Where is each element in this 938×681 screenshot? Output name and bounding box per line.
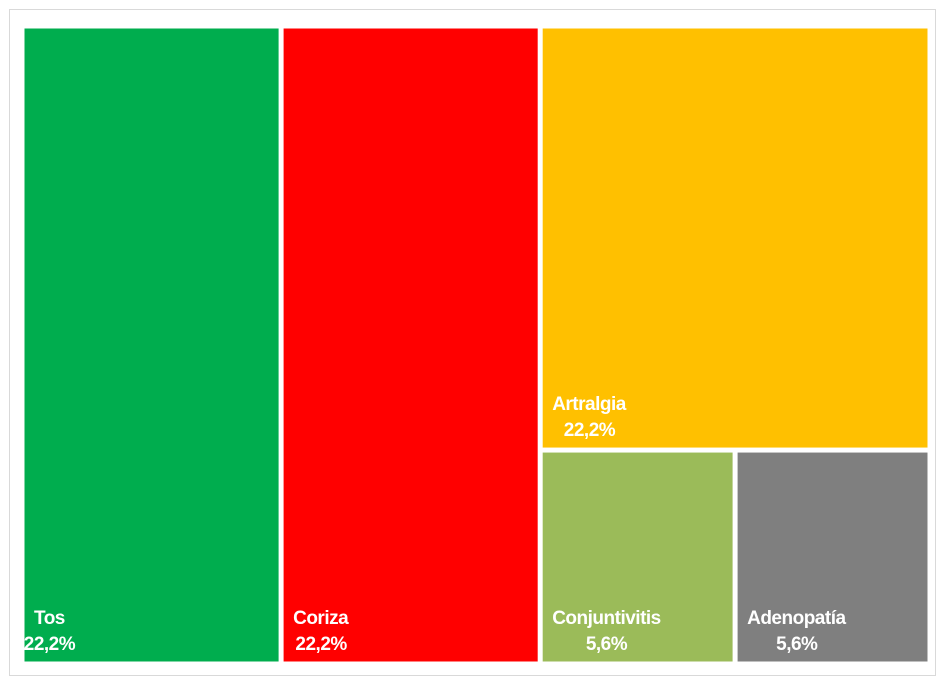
tile-label: Tos [34,608,65,629]
tile-value: 5,6% [776,634,818,655]
tile-value: 5,6% [586,634,628,655]
tile [24,28,279,662]
tile [542,452,733,662]
tile [283,28,538,662]
tile-label: Artralgia [552,394,627,415]
tile-label: Coriza [293,608,349,629]
tile-label: Adenopatía [747,608,846,629]
tile-label: Conjuntivitis [552,608,661,629]
tile [737,452,928,662]
tile-value: 22,2% [24,634,76,655]
tile [542,28,928,448]
tile-value: 22,2% [564,420,616,441]
tile-value: 22,2% [295,634,347,655]
